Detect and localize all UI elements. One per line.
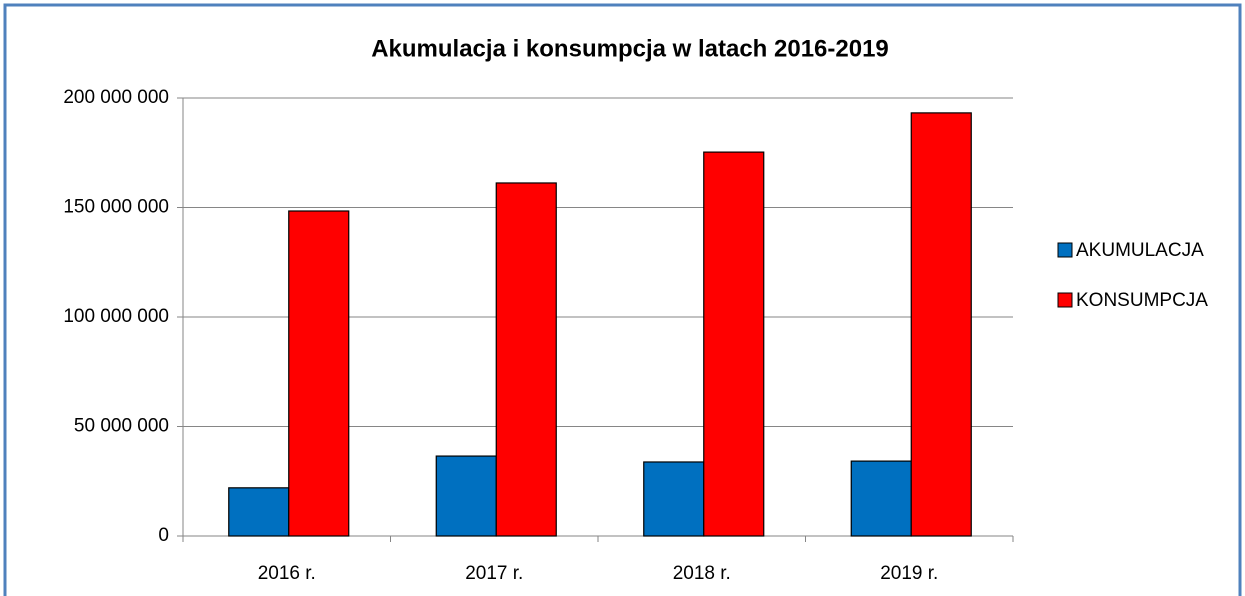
- bar: [703, 151, 765, 537]
- x-tick-label: 2017 r.: [465, 563, 523, 584]
- bar: [850, 460, 912, 537]
- y-tick-label: 100 000 000: [63, 306, 169, 327]
- bar: [288, 210, 350, 537]
- legend-label: KONSUMPCJA: [1076, 290, 1208, 311]
- y-tick-label: 50 000 000: [74, 416, 169, 437]
- x-tick-label: 2019 r.: [880, 563, 938, 584]
- legend-swatch: [1057, 242, 1073, 258]
- y-tick-label: 0: [158, 525, 169, 546]
- bar: [228, 487, 290, 537]
- legend-label: AKUMULACJA: [1076, 240, 1204, 261]
- chart-title: Akumulacja i konsumpcja w latach 2016-20…: [371, 35, 889, 62]
- bar: [435, 455, 497, 537]
- x-tick-label: 2018 r.: [673, 563, 731, 584]
- bar: [643, 461, 705, 537]
- x-tick-label: 2016 r.: [258, 563, 316, 584]
- y-tick-label: 200 000 000: [63, 87, 169, 108]
- legend-swatch: [1057, 292, 1073, 308]
- y-tick-label: 150 000 000: [63, 197, 169, 218]
- bar: [495, 182, 557, 537]
- chart-frame: [3, 3, 1242, 596]
- bar: [910, 112, 972, 537]
